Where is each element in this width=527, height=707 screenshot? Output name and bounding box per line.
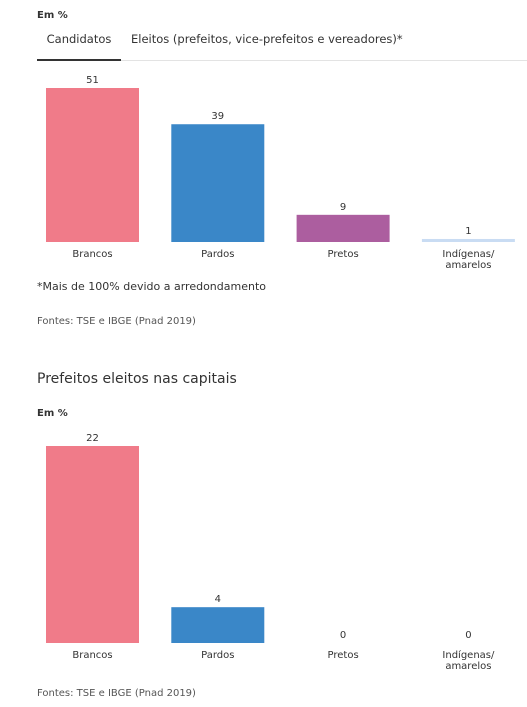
capitals-category-label: Indígenas/	[442, 649, 495, 661]
source-bottom: Fontes: TSE e IBGE (Pnad 2019)	[37, 688, 196, 699]
capitals-value-label: 0	[340, 630, 346, 641]
capitals-value-label: 4	[215, 594, 221, 605]
unit-label-top: Em %	[37, 10, 68, 21]
tab-bar: Candidatos Eleitos (prefeitos, vice-pref…	[37, 26, 527, 61]
candidates-bar-indígenas-amarelos	[421, 238, 515, 242]
tab-candidatos[interactable]: Candidatos	[37, 26, 121, 61]
candidates-value-label: 1	[465, 226, 471, 237]
capitals-bar-chart: 22 Brancos 4 Pardos 0 Pretos 0 Indígenas/amarel…	[46, 433, 495, 672]
candidates-category-label: Brancos	[72, 249, 112, 260]
candidates-category-label: Pardos	[201, 249, 234, 260]
unit-label-bottom: Em %	[37, 408, 68, 419]
candidates-category-label: Pretos	[328, 249, 359, 260]
capitals-value-label: 0	[465, 630, 471, 641]
capitals-category-label: Pretos	[328, 650, 359, 661]
section-title-capitals: Prefeitos eleitos nas capitais	[37, 371, 237, 387]
candidates-value-label: 39	[211, 111, 224, 122]
capitals-category-label: amarelos	[445, 661, 491, 672]
candidates-value-label: 51	[86, 75, 99, 86]
candidates-bar-pretos	[296, 214, 390, 242]
source-top: Fontes: TSE e IBGE (Pnad 2019)	[37, 316, 196, 327]
candidates-bar-brancos	[46, 88, 139, 242]
tab-eleitos[interactable]: Eleitos (prefeitos, vice-prefeitos e ver…	[131, 32, 403, 46]
candidates-bar-chart: 51 Brancos 39 Pardos 9 Pretos 1 Indígenas/amare…	[46, 75, 515, 271]
capitals-category-label: Brancos	[72, 650, 112, 661]
capitals-category-label: Pardos	[201, 650, 234, 661]
rounding-note: *Mais de 100% devido a arredondamento	[37, 280, 266, 293]
capitals-bar-pardos	[171, 607, 265, 643]
candidates-bar-pardos	[171, 124, 265, 242]
capitals-value-label: 22	[86, 433, 99, 444]
capitals-bar-brancos	[46, 446, 139, 643]
candidates-category-label: Indígenas/	[442, 248, 495, 260]
candidates-value-label: 9	[340, 202, 346, 213]
candidates-category-label: amarelos	[445, 260, 491, 271]
